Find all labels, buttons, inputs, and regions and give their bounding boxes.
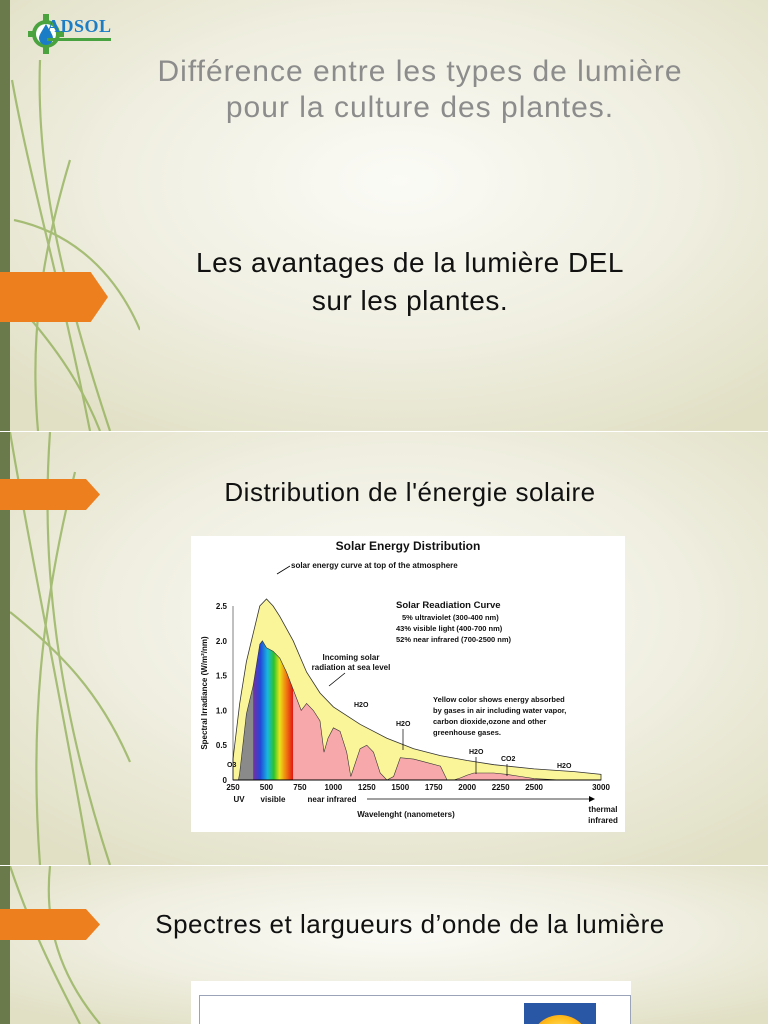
- annotation-o3: O3: [227, 762, 236, 769]
- series-top-of-atmosphere-area: [232, 598, 602, 781]
- slide-2-heading: Distribution de l'énergie solaire: [224, 477, 596, 507]
- y-axis-label: Spectral Irradiance (W/m²/nm): [200, 636, 209, 750]
- orange-tab-marker: [0, 272, 108, 322]
- slide-title-line-1: Différence entre les types de lumière: [157, 55, 683, 88]
- y-tick-label: 0: [223, 776, 228, 785]
- sun-image: [524, 1003, 596, 1024]
- annotation-h2o: H2O: [354, 702, 369, 709]
- legend-title: Solar Readiation Curve: [396, 600, 501, 611]
- annotation-sea-level-pointer: [328, 672, 346, 687]
- annotation-yellow-note-line: carbon dioxide,ozone and other: [433, 717, 546, 726]
- annotation-top-curve-pointer: [276, 565, 291, 575]
- legend-line: 43% visible light (400-700 nm): [396, 624, 503, 633]
- x-tick-label: 2500: [525, 783, 543, 792]
- band-label-uv: UV: [233, 795, 245, 804]
- band-label-near-infrared: near infrared: [308, 795, 357, 804]
- annotation-co2: CO2: [501, 756, 516, 763]
- slide-1: ADSOL Différence entre les types de lumi…: [0, 0, 768, 431]
- x-tick-label: 500: [260, 783, 274, 792]
- slide-subtitle: Les avantages de la lumière DEL sur les …: [110, 244, 710, 320]
- annotation-sea-level-line-1: Incoming solar: [323, 653, 380, 662]
- annotation-yellow-note-line: greenhouse gases.: [433, 728, 501, 737]
- chart-title: Solar Energy Distribution: [336, 539, 481, 553]
- slide-title-line-2: pour la culture des plantes.: [225, 91, 615, 124]
- y-tick-label: 2.0: [216, 637, 228, 646]
- band-label-infrared: infrared: [588, 816, 618, 825]
- slide-subtitle-line-2: sur les plantes.: [311, 285, 509, 316]
- slide-subtitle-line-1: Les avantages de la lumière DEL: [196, 247, 624, 278]
- band-label-thermal: thermal: [589, 805, 618, 814]
- x-tick-label: 250: [226, 783, 240, 792]
- y-tick-label: 0.5: [216, 741, 228, 750]
- legend-line: 5% ultraviolet (300-400 nm): [402, 613, 499, 622]
- left-accent-bar: [0, 866, 10, 1024]
- decorative-grass-lines: [10, 59, 140, 431]
- x-tick-label: 750: [293, 783, 307, 792]
- slide-3: Spectres et largueurs d’onde de la lumiè…: [0, 866, 768, 1024]
- y-tick-label: 1.0: [216, 706, 228, 715]
- slide-separator: [0, 431, 768, 432]
- solar-energy-chart: 250 500 750 1000 1250 1500 1750 2000 2250 2500 300…: [191, 536, 625, 832]
- x-tick-label: 3000: [592, 783, 610, 792]
- x-tick-label: 1750: [425, 783, 443, 792]
- annotation-yellow-note-line: Yellow color shows energy absorbed: [433, 695, 565, 704]
- x-tick-label: 1000: [324, 783, 342, 792]
- orange-tab-marker: [0, 909, 100, 940]
- solar-energy-chart-svg: 250 500 750 1000 1250 1500 1750 2000 2250 2500 300…: [200, 539, 618, 825]
- annotation-h2o: H2O: [469, 749, 484, 756]
- left-accent-bar: [0, 432, 10, 865]
- x-tick-label: 2000: [458, 783, 476, 792]
- slide-title: Différence entre les types de lumière po…: [120, 54, 720, 126]
- annotation-h2o: H2O: [557, 763, 572, 770]
- orange-tab-marker: [0, 479, 100, 510]
- near-infrared-arrowhead: [589, 796, 595, 802]
- x-tick-label: 1250: [358, 783, 376, 792]
- slide-2: Distribution de l'énergie solaire 250 500…: [0, 432, 768, 865]
- slide-separator: [0, 865, 768, 866]
- decorative-grass-lines: [8, 866, 101, 1024]
- legend-line: 52% near infrared (700-2500 nm): [396, 635, 512, 644]
- annotation-sea-level-line-2: radiation at sea level: [312, 663, 391, 672]
- band-label-visible: visible: [261, 795, 286, 804]
- slide-3-heading: Spectres et largueurs d’onde de la lumiè…: [155, 909, 665, 939]
- y-tick-label: 2.5: [216, 602, 228, 611]
- annotation-yellow-note-line: by gases in air including water vapor,: [433, 706, 566, 715]
- x-tick-label: 2250: [492, 783, 510, 792]
- x-tick-label: 1500: [391, 783, 409, 792]
- y-tick-label: 1.5: [216, 672, 228, 681]
- annotation-h2o: H2O: [396, 721, 411, 728]
- spectrum-image: [191, 981, 631, 1024]
- series-sea-level-outline: [233, 640, 601, 781]
- left-accent-bar: [0, 0, 10, 431]
- annotation-top-curve: solar energy curve at top of the atmosph…: [291, 561, 458, 570]
- logo-text: ADSOL: [47, 16, 112, 36]
- logo-underline: [47, 38, 111, 41]
- x-axis-label: Wavelenght (nanometers): [357, 810, 455, 819]
